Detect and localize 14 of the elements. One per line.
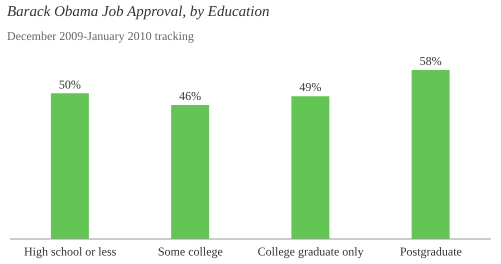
data-label: 46% <box>179 88 202 103</box>
chart-title: Barack Obama Job Approval, by Education <box>7 4 270 21</box>
data-label: 49% <box>299 80 322 94</box>
x-tick-label: College graduate only <box>258 244 364 259</box>
data-label: 50% <box>58 77 81 92</box>
chart-subtitle: December 2009-January 2010 tracking <box>7 29 194 44</box>
bar <box>171 104 210 239</box>
bar <box>50 93 89 239</box>
data-label: 58% <box>420 54 442 68</box>
x-tick-label: Some college <box>158 244 223 259</box>
x-tick-label: High school or less <box>24 244 117 259</box>
bar <box>412 70 450 239</box>
bar <box>291 96 330 239</box>
x-tick-label: Postgraduate <box>400 244 462 259</box>
